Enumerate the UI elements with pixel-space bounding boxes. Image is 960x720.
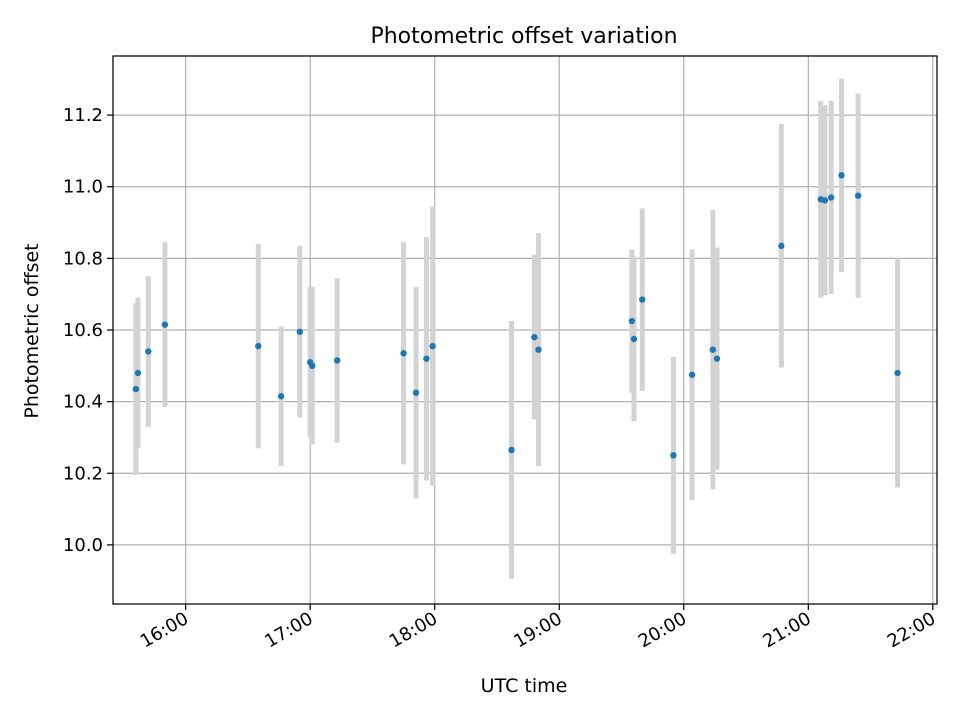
x-axis-label: UTC time — [481, 675, 568, 697]
data-point — [709, 346, 717, 353]
data-point — [400, 350, 407, 357]
data-point — [145, 348, 152, 355]
y-tick-label: 10.4 — [63, 392, 103, 413]
y-tick-label: 10.0 — [63, 535, 103, 556]
data-point — [827, 194, 835, 201]
data-point — [255, 342, 262, 350]
y-tick-label: 10.6 — [63, 320, 103, 341]
y-tick-label: 11.0 — [63, 177, 103, 198]
data-point — [713, 355, 721, 362]
y-axis-label: Photometric offset — [21, 243, 43, 418]
data-point — [688, 371, 696, 378]
data-point — [639, 296, 646, 303]
data-point — [277, 393, 285, 400]
data-point — [423, 355, 430, 362]
chart-title: Photometric offset variation — [370, 24, 677, 49]
data-point — [670, 452, 677, 459]
y-tick-label: 11.2 — [63, 105, 103, 126]
data-point — [412, 389, 420, 396]
data-point — [296, 328, 304, 335]
data-point — [333, 357, 341, 364]
data-point — [535, 346, 542, 353]
data-point — [531, 333, 538, 341]
data-point — [630, 335, 638, 343]
data-point — [821, 197, 829, 204]
y-tick-label: 10.2 — [63, 463, 103, 484]
y-tick-label: 10.8 — [63, 248, 103, 269]
data-point — [134, 369, 142, 377]
data-point — [628, 317, 636, 325]
data-point — [508, 446, 515, 454]
data-point — [161, 321, 169, 328]
data-point — [309, 362, 316, 370]
data-point — [894, 369, 901, 377]
data-point — [429, 342, 436, 350]
y-axis-ticks: 10.0 10.2 10.4 10.6 10.8 11.0 11.2 — [63, 105, 113, 556]
data-point — [838, 172, 845, 179]
data-point — [132, 385, 140, 393]
data-point — [854, 192, 862, 199]
data-point — [778, 242, 785, 250]
data-points — [132, 172, 901, 459]
grid-lines — [113, 56, 937, 604]
